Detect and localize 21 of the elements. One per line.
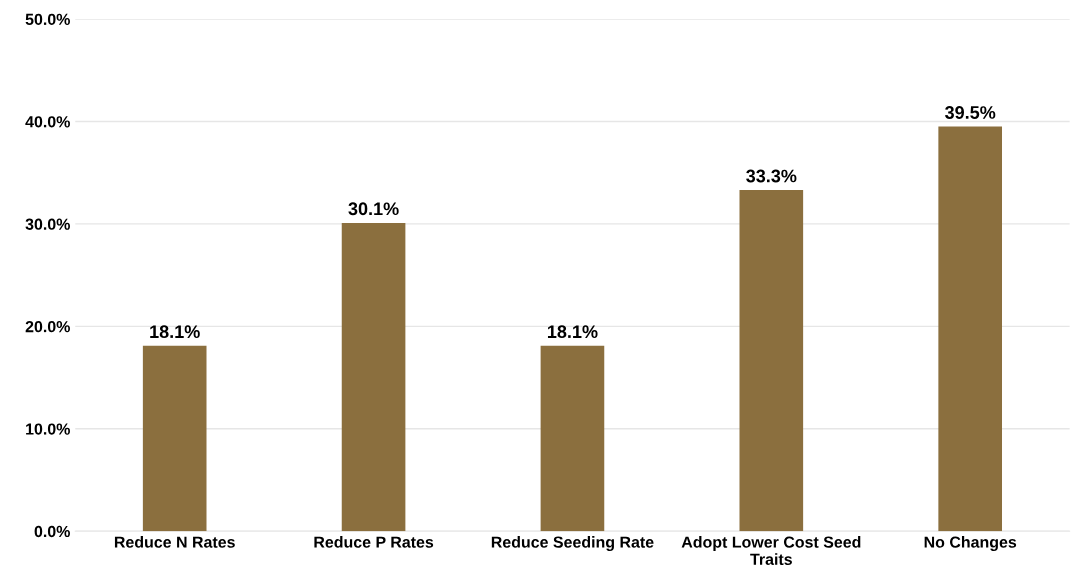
y-tick-label: 30.0%: [25, 218, 70, 230]
bar: [938, 126, 1003, 532]
x-tick-label: Reduce Seeding Rate: [491, 536, 654, 551]
bar: [739, 190, 804, 532]
y-tick-label: 10.0%: [26, 423, 70, 435]
x-tick-label: No Changes: [924, 536, 1017, 551]
data-label: 30.1%: [348, 202, 399, 216]
y-tick-label: 20.0%: [25, 320, 70, 333]
y-tick-label: 40.0%: [25, 116, 70, 128]
x-tick-label: Reduce N Rates: [114, 536, 235, 548]
y-tick-label: 0.0%: [34, 525, 70, 538]
data-label: 39.5%: [945, 106, 996, 119]
x-tick-label: Adopt Lower Cost Seed Traits: [681, 536, 861, 565]
bar: [540, 345, 605, 532]
x-tick-label: Reduce P Rates: [314, 536, 434, 548]
data-label: 33.3%: [746, 169, 797, 183]
bar: [142, 345, 207, 532]
y-tick-label: 50.0%: [25, 13, 70, 26]
data-label: 18.1%: [150, 325, 200, 339]
bar: [341, 222, 406, 532]
data-label: 18.1%: [547, 325, 598, 339]
